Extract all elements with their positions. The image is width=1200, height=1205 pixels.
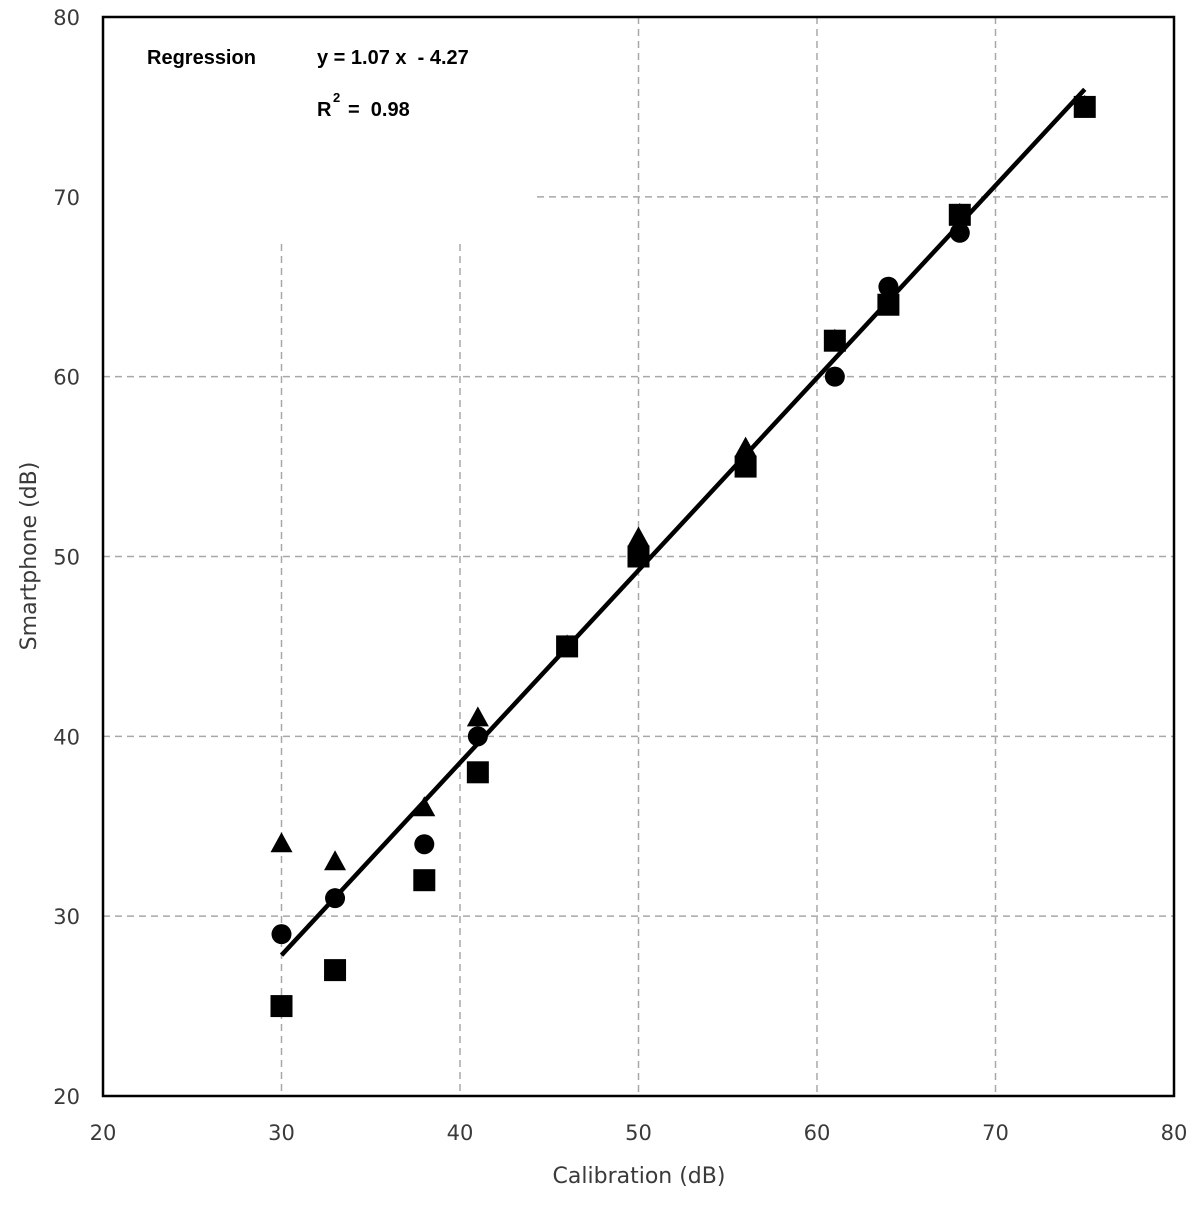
y-tick-label: 60 [53,366,80,390]
x-tick-label: 80 [1161,1121,1188,1145]
square-marker [324,959,347,982]
circle-marker [824,366,845,387]
x-tick-label: 30 [268,1121,295,1145]
circle-marker [271,924,292,945]
tick-labels: 20 30 40 50 60 70 80 20 30 40 50 60 70 80 [53,6,1187,1145]
square-marker [877,293,900,316]
r-squared-value: = 0.98 [348,99,410,121]
y-axis-title: Smartphone (dB) [17,462,42,651]
triangle-marker [734,436,757,457]
triangle-marker [413,796,436,817]
circle-marker [414,834,435,855]
y-tick-label: 70 [53,186,80,210]
square-marker [823,329,846,352]
axes [101,15,1176,1098]
y-tick-label: 40 [53,725,80,749]
x-axis-title: Calibration (dB) [553,1164,726,1189]
regression-label: Regression [147,47,256,69]
square-marker [627,545,650,568]
square-marker [556,635,579,658]
regression-equation: y = 1.07 x - 4.27 [317,47,469,69]
y-tick-label: 80 [53,6,80,30]
square-marker [948,203,971,226]
triangle-marker [270,832,293,853]
square-marker [466,761,489,784]
r-squared-superscript: 2 [333,90,340,105]
triangle-marker [627,526,650,547]
x-tick-label: 50 [625,1121,652,1145]
square-marker [1073,95,1096,118]
y-tick-label: 50 [53,546,80,570]
square-marker [270,995,293,1018]
y-tick-label: 30 [53,905,80,929]
triangle-marker [466,706,489,727]
circle-marker [467,726,488,747]
triangle-marker [324,850,347,871]
square-marker [734,455,757,478]
circle-marker [949,222,970,243]
regression-annotation: Regression y = 1.07 x - 4.27 R 2 = 0.98 [147,47,469,121]
r-squared-prefix: R [317,99,332,121]
x-tick-label: 40 [447,1121,474,1145]
x-tick-label: 60 [804,1121,831,1145]
circle-marker [325,888,346,909]
square-marker [413,869,436,892]
x-tick-label: 70 [982,1121,1009,1145]
plot-frame [101,15,1176,1098]
x-tick-label: 20 [90,1121,117,1145]
circle-marker [878,276,899,297]
data-points [270,94,1096,1018]
y-tick-label: 20 [53,1085,80,1109]
